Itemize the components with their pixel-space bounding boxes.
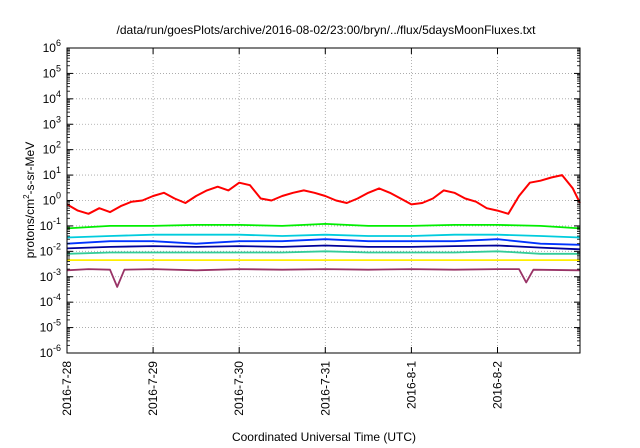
x-tick-labels: 2016-7-28 2016-7-29 2016-7-30 2016-7-31 2016… (60, 361, 504, 416)
x-tick-label: 2016-7-29 (146, 361, 160, 416)
y-tick-exponent: 3 (56, 114, 61, 124)
series-line-4 (66, 238, 581, 246)
y-tick-exponent: -3 (53, 267, 61, 277)
series-line-1 (66, 174, 581, 215)
y-tick-label: 100 (43, 191, 61, 208)
y-tick-labels: 10-610-510-410-310-210-11001011021031041… (40, 38, 61, 360)
x-tick-label: 2016-7-30 (232, 361, 246, 416)
y-tick-base: 10 (43, 92, 57, 106)
y-tick-base: 10 (40, 321, 54, 335)
y-tick-label: 10-1 (40, 216, 61, 233)
y-tick-label: 101 (43, 165, 61, 182)
y-tick-base: 10 (40, 270, 54, 284)
x-tick-label: 2016-8-1 (404, 361, 418, 409)
y-tick-exponent: 5 (56, 63, 61, 73)
y-tick-label: 102 (43, 140, 61, 157)
y-tick-label: 10-4 (40, 292, 61, 309)
y-tick-exponent: -6 (53, 343, 61, 353)
y-tick-exponent: -4 (53, 292, 61, 302)
series-layer (66, 174, 581, 288)
x-tick-label: 2016-7-28 (60, 361, 74, 416)
y-tick-base: 10 (40, 295, 54, 309)
y-tick-exponent: 1 (56, 165, 61, 175)
y-axis-label: protons/cm2-s-sr-MeV (22, 142, 37, 258)
y-tick-label: 106 (43, 38, 61, 55)
y-tick-exponent: 0 (56, 191, 61, 201)
y-tick-label: 10-5 (40, 318, 61, 335)
y-tick-label: 10-6 (40, 343, 61, 360)
axis-ticks (66, 47, 580, 354)
y-tick-label: 10-2 (40, 241, 61, 258)
x-tick-label: 2016-8-2 (490, 361, 504, 409)
y-tick-exponent: 2 (56, 140, 61, 150)
y-tick-exponent: 4 (56, 89, 61, 99)
y-tick-base: 10 (40, 346, 54, 360)
y-tick-exponent: -1 (53, 216, 61, 226)
y-tick-base: 10 (43, 41, 57, 55)
y-axis-label-pre: protons/cm (23, 199, 37, 258)
y-tick-exponent: -2 (53, 241, 61, 251)
series-line-6 (66, 250, 580, 255)
series-line-8 (66, 268, 581, 288)
y-tick-exponent: -5 (53, 318, 61, 328)
y-tick-exponent: 6 (56, 38, 61, 48)
series-line-3 (66, 233, 581, 239)
y-tick-base: 10 (43, 168, 57, 182)
chart-title: /data/run/goesPlots/archive/2016-08-02/2… (117, 23, 537, 37)
y-tick-base: 10 (43, 66, 57, 80)
x-tick-label: 2016-7-31 (318, 361, 332, 416)
y-axis-label-post: -s-sr-MeV (23, 142, 37, 195)
y-tick-label: 104 (43, 89, 61, 106)
y-tick-label: 105 (43, 63, 61, 80)
y-tick-base: 10 (43, 143, 57, 157)
y-tick-label: 10-3 (40, 267, 61, 284)
series-line-2 (66, 222, 581, 230)
series-line-5 (66, 244, 581, 251)
y-axis-label-sup: 2 (22, 194, 31, 199)
y-tick-base: 10 (40, 244, 54, 258)
y-tick-base: 10 (43, 117, 57, 131)
y-tick-label: 103 (43, 114, 61, 131)
x-axis-label: Coordinated Universal Time (UTC) (232, 430, 416, 444)
y-tick-base: 10 (43, 194, 57, 208)
y-tick-base: 10 (40, 219, 54, 233)
